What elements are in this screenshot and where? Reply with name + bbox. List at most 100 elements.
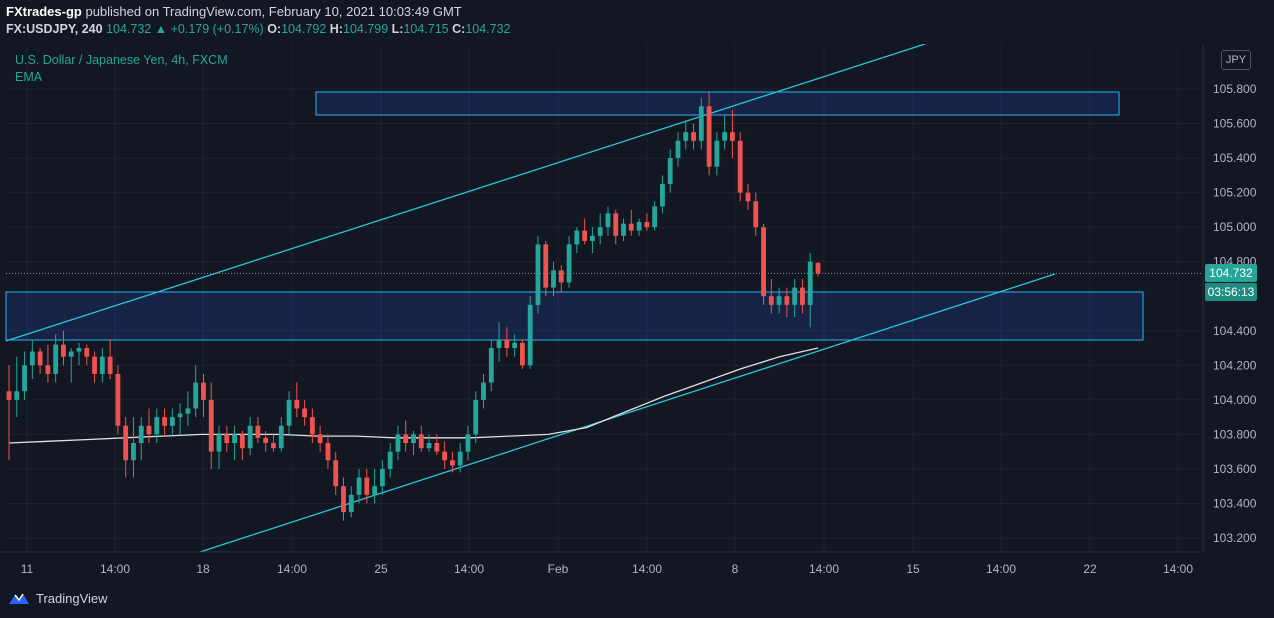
candle-body [512,342,518,349]
brand-label: TradingView [36,591,108,606]
close-value: 104.732 [465,22,511,36]
candle-body [6,391,12,400]
y-tick-label: 103.600 [1213,462,1257,476]
candle-body [667,158,673,184]
candle-body [29,351,35,366]
candle-body [776,296,782,305]
x-tick-label: Feb [548,562,569,576]
candle-body [208,399,214,452]
candle-body [403,434,409,444]
candle-body [239,434,245,449]
symbol-label[interactable]: FX:USDJPY, 240 [6,22,103,36]
price-scale[interactable] [1203,44,1274,584]
candle-body [333,460,339,487]
candle-body [442,451,448,461]
candle-body [613,213,619,236]
grid [6,44,1203,552]
y-tick-label: 105.400 [1213,151,1257,165]
x-tick-label: 15 [906,562,920,576]
candle-body [519,342,525,366]
candle-body [675,140,681,159]
candle-body [302,408,308,418]
candle-body [706,106,712,167]
candle-body [730,132,735,141]
candle-body [232,434,237,444]
candle-body [162,417,167,426]
candle-body [465,434,471,452]
x-tick-label: 8 [732,562,739,576]
candle-body [449,460,455,466]
candle-body [621,223,626,236]
resistance-zone[interactable] [315,91,1120,116]
open-value: 104.792 [281,22,327,36]
candle-body [551,270,556,288]
chart-canvas[interactable]: 105.800105.600105.400105.200105.000104.8… [0,44,1274,584]
candle-body [457,451,463,466]
y-tick-label: 103.800 [1213,427,1257,441]
candle-body [745,192,751,202]
candle-body [138,425,144,444]
candle-body [722,132,728,141]
close-label: C: [452,22,466,36]
candle-body [582,230,588,241]
candle-body [92,356,97,374]
publisher-name[interactable]: FXtrades-gp [6,4,82,19]
y-tick-label: 105.200 [1213,186,1257,200]
candle-body [131,443,136,461]
candle-body [76,348,82,352]
y-tick-label: 104.000 [1213,393,1257,407]
candle-body [434,443,440,452]
last-price: 104.732 [106,22,152,36]
candle-body [61,344,66,357]
candle-body [426,443,432,449]
legend-indicator[interactable]: EMA [15,70,43,84]
candle-body [99,356,105,374]
chart-legend: U.S. Dollar / Japanese Yen, 4h, FXCM EMA [15,52,228,86]
ema-line [8,347,819,444]
candle-body [115,373,121,426]
x-tick-label: 14:00 [809,562,839,576]
y-tick-label: 105.600 [1213,117,1257,131]
candle-body [698,106,704,141]
candle-body [317,434,323,444]
axes: 105.800105.600105.400105.200105.000104.8… [0,44,1274,584]
candle-body [636,221,642,231]
x-tick-label: 25 [374,562,388,576]
candle-body [558,270,564,283]
candle-body [691,132,696,141]
candle-body [201,382,206,400]
publish-info: FXtrades-gp published on TradingView.com… [6,4,462,19]
candle-body [356,477,362,495]
candle-body [387,451,393,469]
legend-title[interactable]: U.S. Dollar / Japanese Yen, 4h, FXCM [15,53,228,67]
candle-body [566,244,572,283]
low-value: 104.715 [403,22,449,36]
y-tick-label: 103.400 [1213,496,1257,510]
zones[interactable] [5,91,1144,341]
upper-channel-line[interactable] [5,44,926,342]
candle-body [169,417,175,426]
high-label: H: [329,22,343,36]
currency-badge[interactable]: JPY [1221,50,1251,70]
candle-body [53,344,59,374]
chart-header: FXtrades-gp published on TradingView.com… [0,0,1274,44]
candle-body [348,494,354,513]
candle-body [768,296,774,305]
x-tick-label: 14:00 [277,562,307,576]
x-tick-label: 14:00 [632,562,662,576]
y-tick-label: 104.200 [1213,358,1257,372]
candle-body [341,486,346,513]
candle-body [278,425,284,449]
candle-body [761,227,766,297]
publish-text: published on TradingView.com, February 1… [85,4,462,19]
tradingview-logo[interactable]: TradingView [8,591,108,606]
support-zone[interactable] [5,291,1144,341]
candle-body [216,434,222,452]
y-tick-label: 105.000 [1213,220,1257,234]
x-tick-label: 14:00 [100,562,130,576]
candle-body [574,230,580,245]
candle-body [286,399,292,426]
candle-body [807,261,813,305]
candle-body [325,443,331,461]
candle-body [224,434,230,444]
